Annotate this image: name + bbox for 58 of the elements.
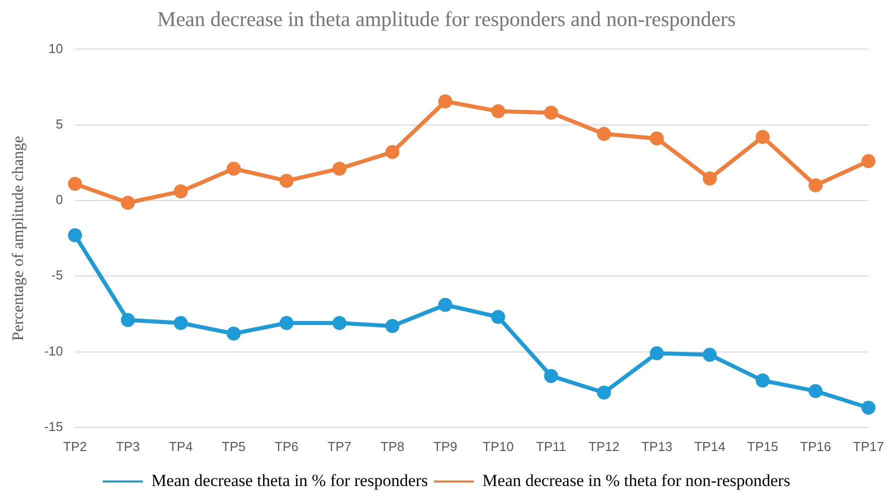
- point: [861, 400, 876, 415]
- y-axis-title: Percentage of amplitude change: [10, 136, 27, 341]
- point: [650, 346, 664, 360]
- point: [861, 154, 876, 168]
- legend-label: Mean decrease theta in % for responders: [151, 470, 428, 490]
- x-tick-label: TP9: [433, 438, 458, 454]
- point: [332, 162, 346, 176]
- x-tick-label: TP15: [747, 438, 778, 454]
- point: [68, 228, 82, 242]
- x-tick-label: TP4: [168, 438, 193, 454]
- point: [332, 316, 346, 330]
- chart-title: Mean decrease in theta amplitude for responders and non-responders: [157, 7, 736, 32]
- x-tick-label: TP13: [641, 438, 672, 454]
- x-tick-label: TP3: [116, 438, 140, 454]
- point: [650, 131, 664, 146]
- point: [385, 319, 400, 334]
- x-tick-label: TP14: [694, 438, 726, 454]
- x-tick-label: TP5: [222, 438, 246, 454]
- y-tick-label: -15: [44, 418, 63, 434]
- point: [174, 316, 188, 330]
- point: [808, 384, 823, 398]
- y-tick-label: 5: [56, 116, 63, 132]
- point: [120, 312, 135, 327]
- y-tick-label: -5: [51, 268, 63, 283]
- point: [438, 298, 452, 312]
- x-tick-label: TP17: [852, 438, 884, 454]
- point: [120, 196, 135, 210]
- x-tick-label: TP6: [274, 438, 299, 454]
- point: [491, 104, 506, 118]
- point: [808, 178, 823, 192]
- point: [544, 106, 558, 120]
- x-tick-label: TP8: [380, 438, 404, 454]
- y-tick-label: 10: [48, 40, 63, 56]
- point: [280, 316, 294, 330]
- point: [280, 174, 294, 188]
- point: [226, 326, 241, 341]
- point: [544, 368, 558, 383]
- x-tick-label: TP12: [588, 438, 620, 454]
- x-tick-label: TP7: [328, 438, 352, 454]
- x-tick-label: TP16: [800, 438, 832, 454]
- x-tick-label: TP10: [482, 438, 514, 454]
- point: [596, 126, 611, 141]
- legend-label: Mean decrease in % theta for non-responders: [482, 470, 790, 490]
- point: [438, 94, 452, 108]
- x-tick-label: TP2: [63, 438, 87, 454]
- point: [702, 348, 717, 362]
- point: [596, 386, 611, 400]
- point: [756, 374, 770, 388]
- x-tick-label: TP11: [536, 438, 566, 454]
- point: [174, 184, 188, 198]
- point: [68, 176, 82, 191]
- y-tick-label: 0: [56, 192, 63, 208]
- y-tick-label: -10: [44, 343, 63, 358]
- point: [756, 130, 770, 144]
- point: [491, 310, 506, 324]
- point: [385, 145, 400, 160]
- point: [702, 172, 717, 186]
- point: [226, 162, 241, 176]
